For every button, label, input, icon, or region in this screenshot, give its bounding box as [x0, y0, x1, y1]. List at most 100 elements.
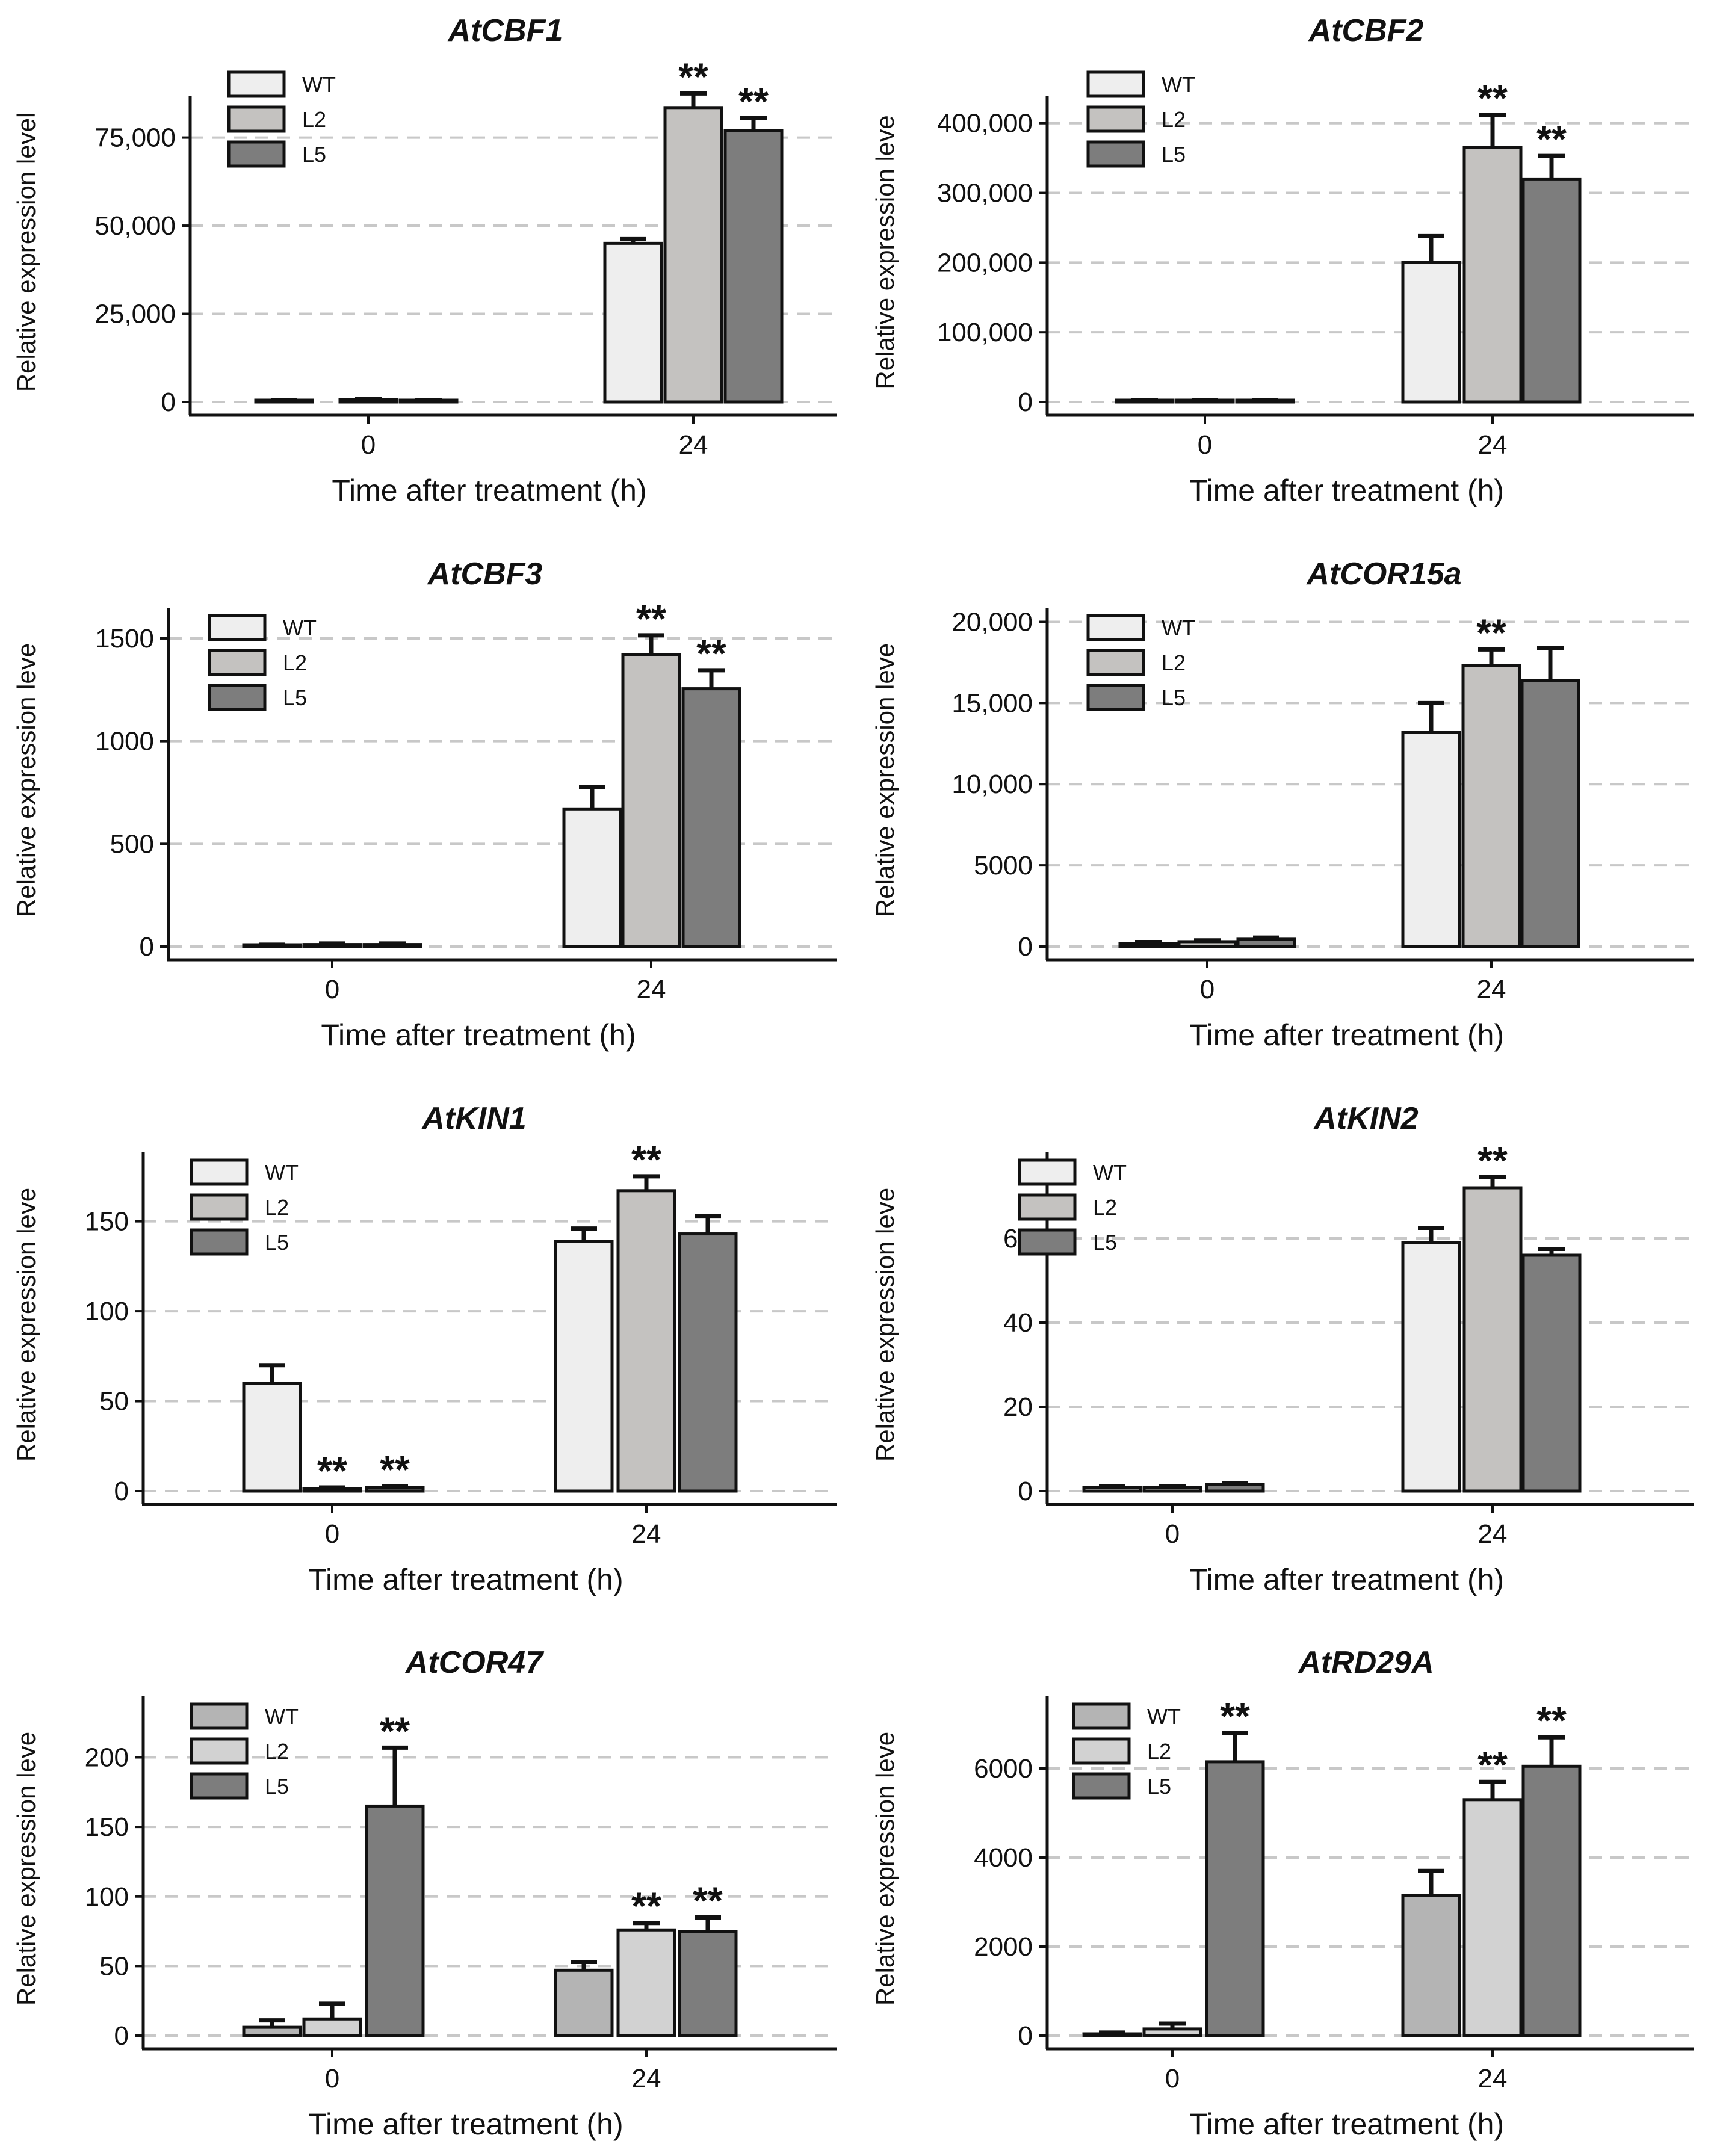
legend-swatch-L2: [190, 1193, 249, 1221]
y-tick-label: 40: [1003, 1308, 1033, 1338]
bar-WT-24: [603, 241, 663, 404]
x-tick-label: 0: [325, 2064, 339, 2093]
legend-label-WT: WT: [265, 1704, 299, 1729]
legend-label-WT: WT: [265, 1160, 299, 1185]
x-tick-label: 24: [632, 2064, 661, 2093]
x-axis-title: Time after treatment (h): [308, 2107, 623, 2141]
legend-label-WT: WT: [1162, 616, 1195, 640]
bar-L2-24: [616, 1928, 676, 2037]
y-tick-label: 100: [85, 1297, 129, 1326]
legend-label-L2: L2: [302, 107, 326, 132]
bar-WT-24: [1401, 731, 1461, 948]
y-tick-label: 0: [114, 1477, 129, 1506]
legend-swatch-L2: [1086, 105, 1145, 133]
legend-label-L5: L5: [283, 685, 307, 710]
legend-label-L5: L5: [1162, 685, 1186, 710]
bar-L5-24: [1521, 1764, 1582, 2037]
x-axis-title: Time after treatment (h): [308, 1563, 623, 1596]
x-tick-label: 24: [679, 430, 708, 460]
chart-title: AtRD29A: [1297, 1645, 1434, 1680]
y-tick-label: 25,000: [94, 300, 176, 329]
significance-label: **: [1477, 1743, 1508, 1787]
bar-L5-24: [678, 1232, 738, 1493]
legend-label-L2: L2: [1162, 650, 1186, 675]
x-tick-label: 0: [1200, 975, 1214, 1004]
y-tick-label: 100,000: [937, 318, 1033, 347]
x-axis-title: Time after treatment (h): [1189, 1018, 1504, 1052]
significance-label: **: [636, 597, 666, 640]
y-tick-label: 150: [85, 1207, 129, 1237]
y-tick-label: 75,000: [94, 123, 176, 153]
bar-L5-24: [1520, 679, 1580, 948]
significance-label: **: [696, 632, 726, 675]
legend-swatch-WT: [190, 1702, 249, 1730]
legend-label-L5: L5: [1147, 1774, 1171, 1799]
x-tick-label: 24: [1478, 430, 1508, 460]
legend-swatch-WT: [1018, 1158, 1077, 1186]
y-tick-label: 10,000: [951, 770, 1033, 799]
legend-swatch-L5: [190, 1228, 249, 1256]
legend-swatch-WT: [1086, 614, 1145, 641]
y-axis-title: Relative expression leve: [871, 1188, 899, 1462]
chart-title: AtCBF3: [427, 557, 543, 592]
y-tick-label: 0: [1018, 1477, 1033, 1506]
y-tick-label: 200,000: [937, 248, 1033, 277]
y-tick-label: 20,000: [951, 607, 1033, 637]
y-axis-title: Relative expression leve: [12, 1188, 40, 1462]
significance-label: **: [380, 1709, 410, 1752]
y-tick-label: 50,000: [94, 211, 176, 241]
x-axis-title: Time after treatment (h): [332, 474, 646, 507]
legend-swatch-L5: [1072, 1772, 1131, 1800]
legend-swatch-L5: [1086, 684, 1145, 711]
legend-label-L2: L2: [1147, 1739, 1171, 1764]
legend-label-L5: L5: [265, 1774, 289, 1799]
bar-L2-24: [616, 1189, 676, 1493]
legend-swatch-L5: [208, 684, 267, 711]
legend-swatch-L5: [1018, 1228, 1077, 1256]
y-tick-label: 0: [114, 2021, 129, 2051]
bar-L5-0: [365, 1804, 425, 2037]
chart-panel-AtKIN1: 0 50 100 150 ** ** ** 0 24 Time after treatment (…: [12, 1101, 837, 1596]
x-tick-label: 24: [632, 1519, 661, 1549]
legend-swatch-L5: [1086, 140, 1145, 168]
legend-swatch-L5: [227, 140, 286, 168]
y-axis-title: Relative expression leve: [871, 1732, 899, 2006]
x-axis-title: Time after treatment (h): [1189, 2107, 1504, 2141]
bar-L5-0: [1205, 1760, 1265, 2037]
y-tick-label: 15,000: [951, 688, 1033, 718]
y-tick-label: 500: [110, 829, 154, 859]
legend-label-WT: WT: [1162, 72, 1195, 97]
bar-WT-24: [1401, 261, 1461, 404]
legend-label-L2: L2: [1093, 1195, 1117, 1220]
y-tick-label: 400,000: [937, 109, 1033, 138]
legend-swatch-L2: [190, 1737, 249, 1765]
chart-panel-AtCBF1: 0 25,000 50,000 75,000 ** ** 0 24 Time after tre…: [12, 13, 837, 507]
bar-L2-24: [1462, 1798, 1523, 2037]
legend-label-L2: L2: [283, 650, 307, 675]
legend-label-L5: L5: [302, 142, 326, 167]
y-axis-title: Relative expression level: [12, 113, 40, 392]
x-tick-label: 0: [1165, 1519, 1180, 1549]
legend-label-WT: WT: [1147, 1704, 1181, 1729]
y-axis-title: Relative expression leve: [871, 643, 899, 917]
significance-label: **: [1536, 1699, 1567, 1742]
x-tick-label: 24: [637, 975, 666, 1004]
legend-swatch-L2: [1018, 1193, 1077, 1221]
x-tick-label: 0: [325, 975, 339, 1004]
x-tick-label: 24: [1478, 2064, 1508, 2093]
significance-label: **: [678, 55, 708, 98]
y-tick-label: 2000: [974, 1932, 1033, 1962]
significance-label: **: [631, 1885, 661, 1928]
x-axis-title: Time after treatment (h): [1189, 1563, 1504, 1596]
x-tick-label: 24: [1478, 1519, 1508, 1549]
legend-swatch-L5: [190, 1772, 249, 1800]
bar-WT-24: [1401, 1894, 1461, 2037]
bar-L5-0: [1205, 1483, 1265, 1493]
chart-title: AtKIN2: [1313, 1101, 1418, 1136]
bar-L2-24: [1462, 146, 1523, 404]
bar-L2-0: [302, 2017, 362, 2037]
y-axis-title: Relative expression leve: [12, 643, 40, 917]
y-tick-label: 50: [99, 1387, 129, 1416]
